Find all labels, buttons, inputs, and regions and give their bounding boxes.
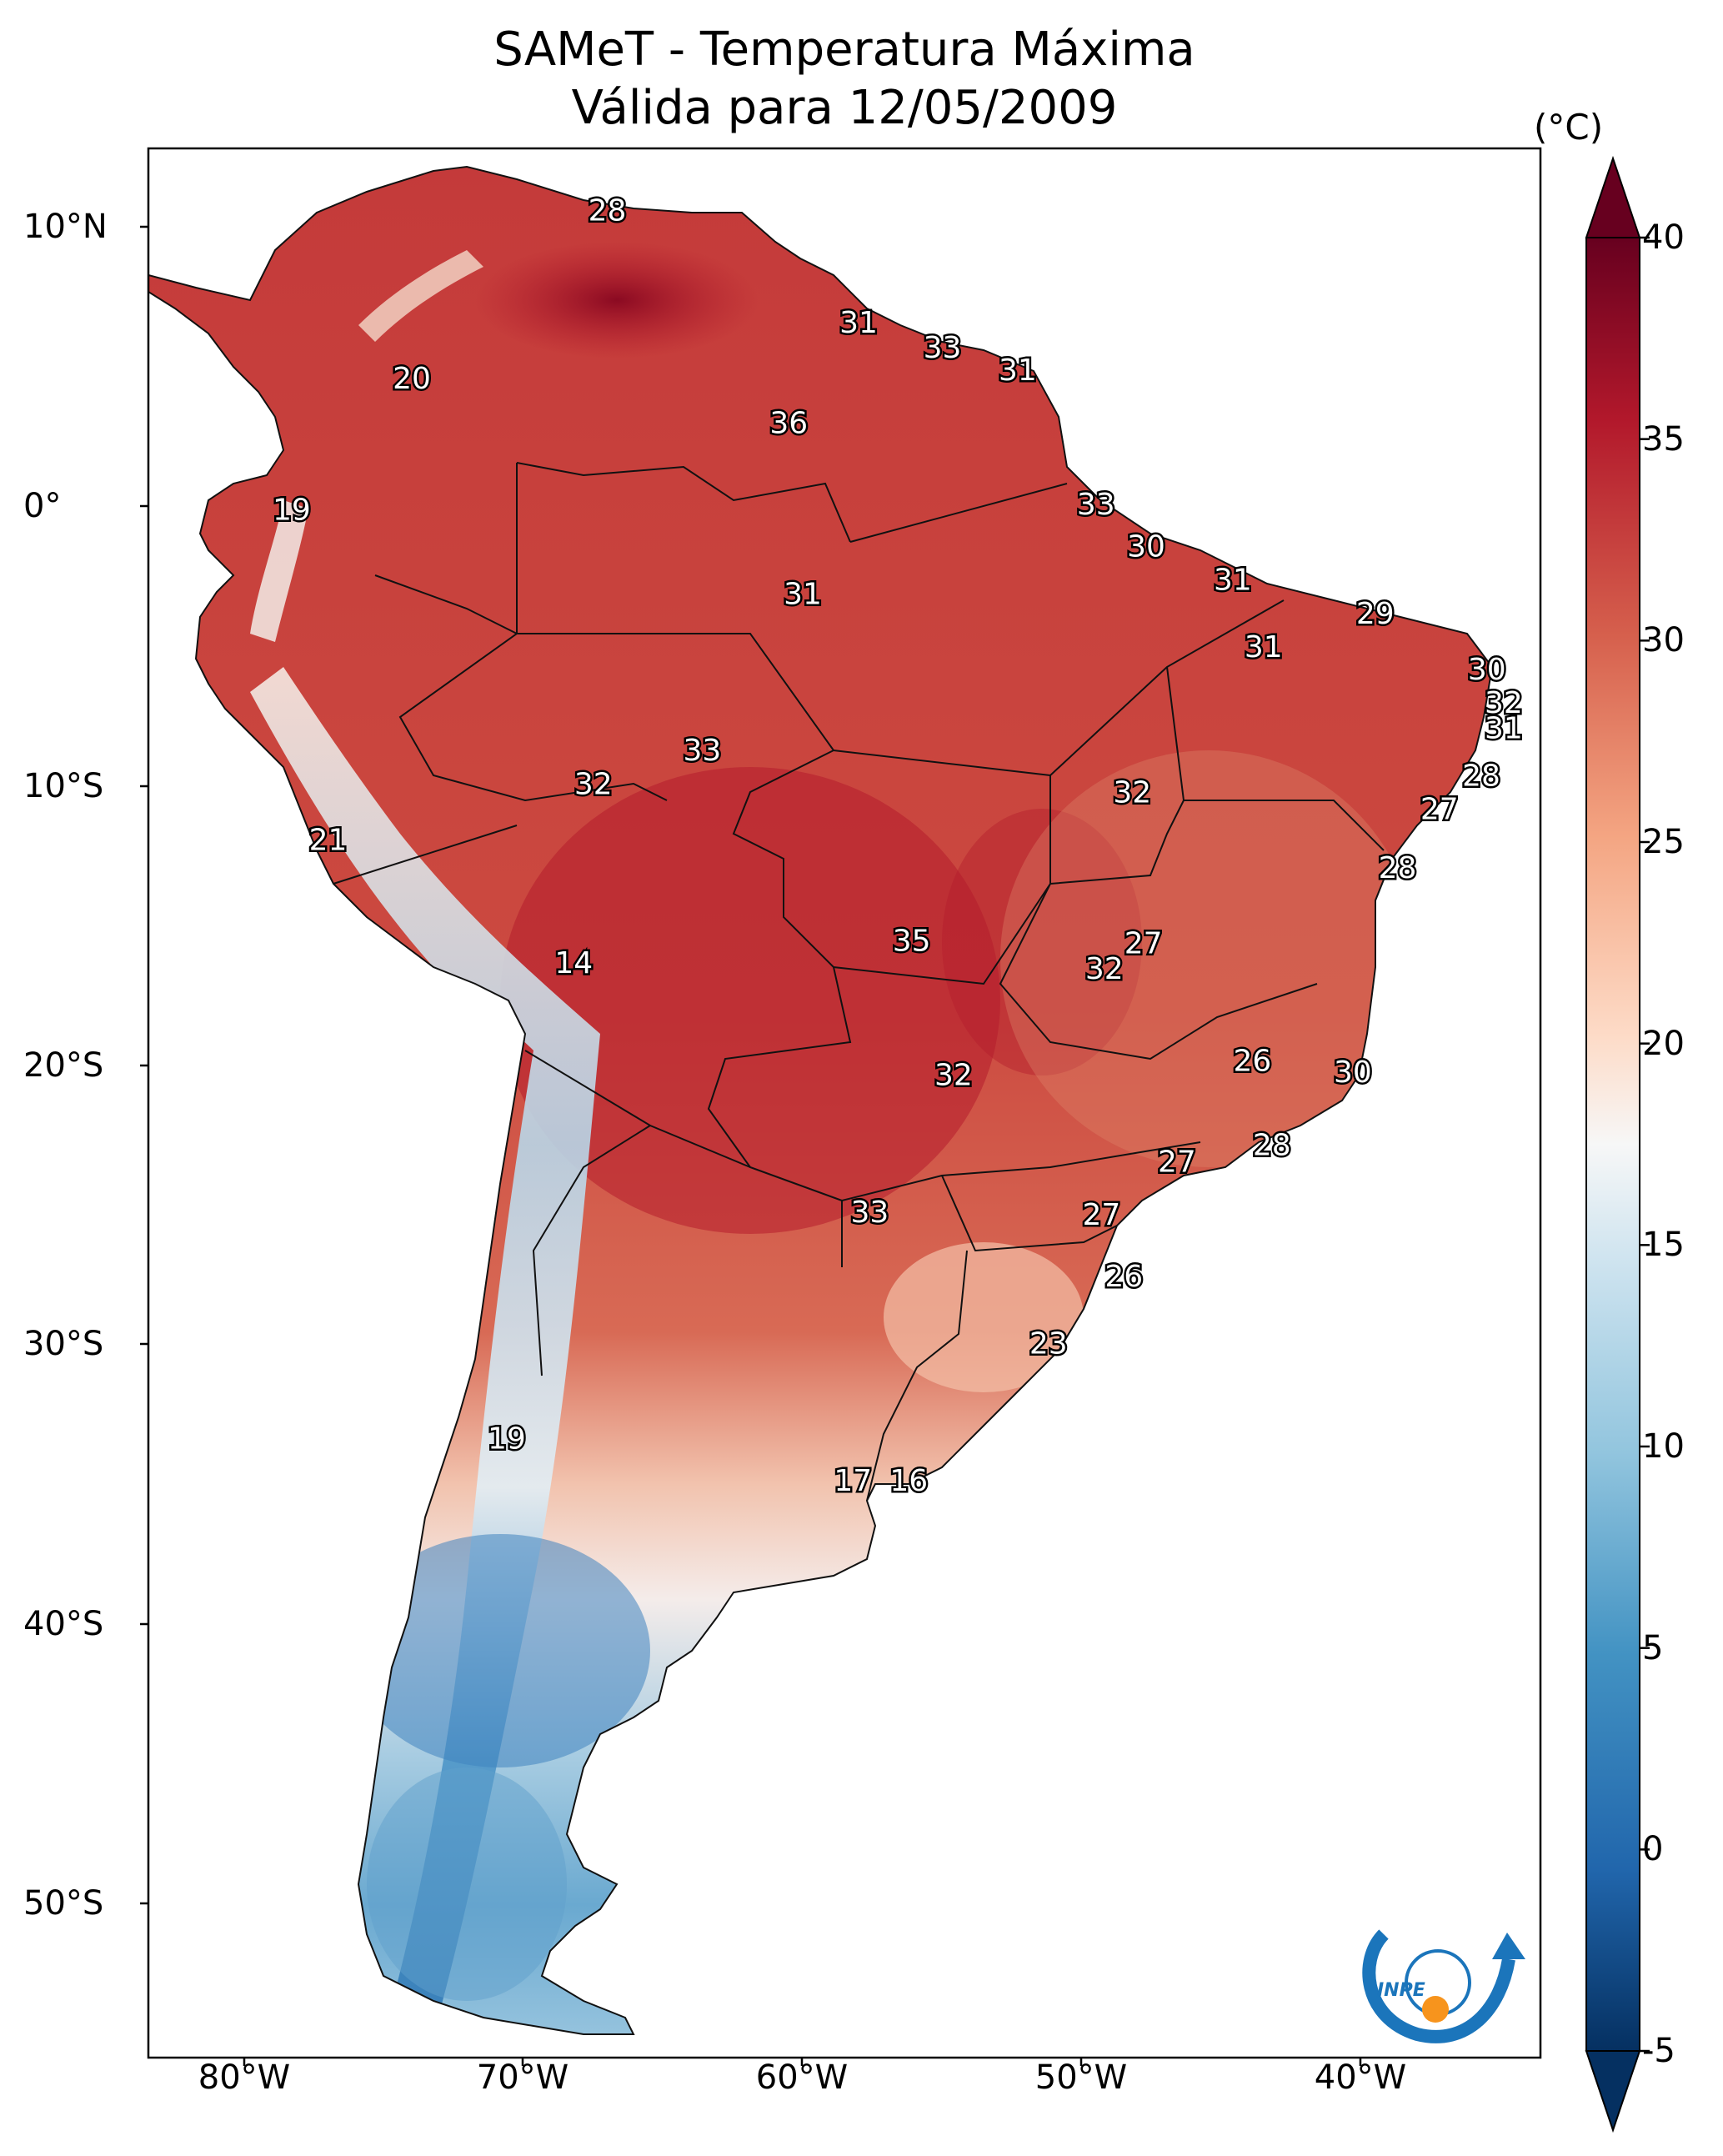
lon-label: 60°W [755,2058,849,2097]
temperature-value-label: 35 [893,924,931,958]
lon-label: 40°W [1314,2058,1407,2097]
colorbar-tick-label: 15 [1642,1226,1685,1265]
colorbar-tick-label: 0 [1642,1830,1664,1869]
temperature-value-label: 33 [924,331,962,365]
inpe-logo [1362,1929,1525,2043]
temperature-value-label: 31 [1485,711,1523,745]
colorbar-tick-label: 40 [1642,218,1685,257]
temperature-value-label: 32 [1085,952,1124,986]
map-title: SAMeT - Temperatura Máxima [493,23,1195,77]
lat-label: 20°S [23,1046,104,1085]
colorbar-tick-label: 25 [1642,823,1685,861]
temperature-value-label: 27 [1124,927,1163,961]
lat-label: 30°S [23,1325,104,1363]
lat-label: 50°S [23,1884,104,1923]
map-subtitle: Válida para 12/05/2009 [571,81,1118,135]
lon-label: 80°W [198,2058,291,2097]
colorbar-tick-label: 20 [1642,1024,1685,1063]
logo-text: INPE [1377,1980,1425,2001]
temperature-value-label: 36 [769,407,808,441]
temperature-value-label: 28 [1462,759,1500,793]
colorbar-units: (°C) [1534,107,1604,148]
colorbar-tick-label: 30 [1642,621,1685,660]
temperature-value-label: 17 [834,1464,872,1498]
temperature-value-label: 14 [554,946,593,980]
temperature-value-label: 31 [1245,630,1283,664]
temperature-value-label: 26 [1233,1045,1271,1079]
lat-label: 0° [23,487,62,525]
lat-label: 10°S [23,767,104,805]
temperature-value-label: 33 [850,1196,889,1230]
temperature-value-label: 31 [784,577,822,611]
temperature-value-label: 19 [273,494,311,528]
colorbar-tick-label: 10 [1642,1427,1685,1466]
lat-label: 40°S [23,1605,104,1643]
temperature-value-label: 32 [574,768,613,802]
temperature-value-label: 30 [1334,1055,1372,1090]
temperature-value-label: 32 [934,1058,973,1092]
temperature-value-label: 27 [1158,1145,1196,1179]
temperature-value-label: 23 [1029,1327,1068,1361]
temperature-value-label: 33 [683,734,721,768]
temperature-value-label: 32 [1485,686,1523,720]
axis-ticks [140,225,1362,2066]
temperature-value-label: 30 [1127,529,1165,564]
temperature-value-label: 31 [999,353,1037,388]
temperature-value-label: 28 [1379,851,1417,885]
temperature-value-label: 31 [839,306,878,340]
temperature-value-label: 21 [309,824,348,858]
temperature-value-label: 27 [1420,793,1459,827]
map-frame [147,147,1542,2059]
lat-label: 10°N [23,208,108,246]
colorbar-tick-label: 35 [1642,419,1685,459]
political-borders [148,166,1493,2035]
temperature-value-label: 28 [1253,1128,1291,1162]
temperature-value-label: 26 [1104,1260,1143,1294]
colorbar [1585,155,1650,2133]
temperature-value-label: 32 [1113,776,1151,810]
temperature-value-label: 33 [1077,488,1115,522]
temperature-value-label: 29 [1356,597,1395,631]
lon-label: 70°W [476,2058,569,2097]
lon-label: 50°W [1034,2058,1128,2097]
temperature-value-label: 30 [1468,653,1506,687]
temperature-value-label: 20 [393,362,431,396]
land-temperature-field [148,167,1492,2034]
colorbar-tick-label: 5 [1642,1628,1664,1667]
temperature-value-label: 27 [1083,1198,1121,1232]
temperature-value-label: 19 [488,1422,526,1457]
temperature-value-label: 31 [1214,564,1252,598]
temperature-value-label: 28 [589,194,627,228]
colorbar-tick-label: -5 [1642,2032,1675,2070]
temperature-value-label: 16 [889,1464,928,1498]
